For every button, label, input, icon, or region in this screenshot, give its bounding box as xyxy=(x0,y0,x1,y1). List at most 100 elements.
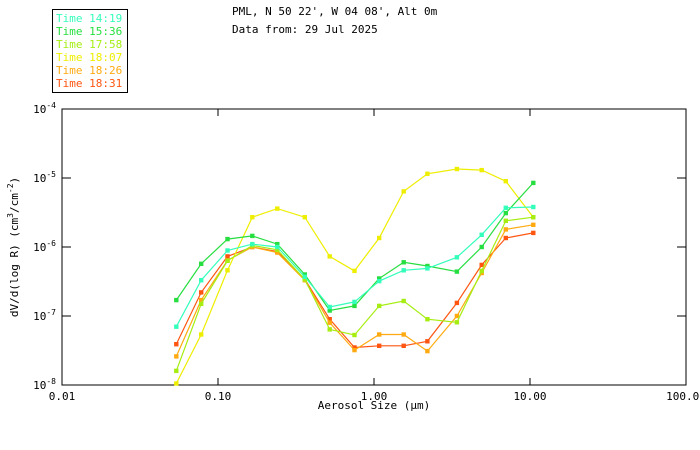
series-marker-time-14-19 xyxy=(302,274,307,279)
x-tick-label: 1.00 xyxy=(361,390,388,403)
series-marker-time-18-26 xyxy=(377,332,382,337)
series-marker-time-15-36 xyxy=(225,236,230,242)
series-marker-time-18-07 xyxy=(479,167,484,173)
series-marker-time-15-36 xyxy=(479,244,484,250)
series-marker-time-15-36 xyxy=(425,263,430,269)
series-marker-time-18-07 xyxy=(503,179,508,184)
y-tick-label: 10-7 xyxy=(33,308,56,323)
series-marker-time-18-26 xyxy=(199,297,204,303)
series-marker-time-15-36 xyxy=(401,260,406,265)
series-marker-time-18-31 xyxy=(531,230,536,236)
series-marker-time-15-36 xyxy=(503,210,508,216)
series-marker-time-14-19 xyxy=(225,248,230,253)
series-marker-time-17-58 xyxy=(531,215,536,220)
series-marker-time-18-07 xyxy=(327,254,332,259)
series-marker-time-15-36 xyxy=(352,303,357,309)
series-marker-time-15-36 xyxy=(327,308,332,313)
series-marker-time-18-26 xyxy=(327,320,332,325)
series-marker-time-17-58 xyxy=(377,303,382,309)
series-marker-time-14-19 xyxy=(250,241,255,247)
series-marker-time-18-07 xyxy=(225,268,230,273)
series-marker-time-18-26 xyxy=(503,227,508,232)
y-axis-label: dV/d(log R) (cm3/cm-2) xyxy=(6,177,21,317)
series-marker-time-15-36 xyxy=(199,261,204,266)
series-marker-time-17-58 xyxy=(327,327,332,332)
legend-item: Time 14:19 xyxy=(56,12,123,25)
page-title: PML, N 50 22', W 04 08', Alt 0m xyxy=(232,5,438,18)
y-tick-label: 10-5 xyxy=(33,170,56,185)
x-tick-label: 10.00 xyxy=(513,390,546,403)
x-tick-label: 0.10 xyxy=(205,390,232,403)
x-axis-label: Aerosol Size (μm) xyxy=(317,399,431,412)
series-marker-time-18-31 xyxy=(352,345,357,350)
series-marker-time-18-26 xyxy=(531,222,536,227)
series-marker-time-18-07 xyxy=(174,381,179,386)
y-tick-label: 10-8 xyxy=(33,377,56,392)
series-marker-time-14-19 xyxy=(377,278,382,284)
series-marker-time-14-19 xyxy=(454,255,460,260)
series-marker-time-18-07 xyxy=(302,215,307,220)
series-marker-time-18-31 xyxy=(377,343,382,348)
series-marker-time-18-07 xyxy=(425,171,430,176)
legend-item: Time 18:07 xyxy=(56,51,123,64)
x-tick-label: 100.00 xyxy=(666,390,700,403)
series-marker-time-18-31 xyxy=(199,290,204,295)
series-marker-time-17-58 xyxy=(503,218,508,223)
series-marker-time-18-07 xyxy=(377,235,382,241)
series-marker-time-15-36 xyxy=(377,276,382,281)
series-marker-time-14-19 xyxy=(425,266,430,271)
series-marker-time-18-07 xyxy=(454,166,460,172)
series-marker-time-15-36 xyxy=(454,269,460,274)
series-marker-time-18-07 xyxy=(401,189,406,194)
series-marker-time-18-26 xyxy=(454,313,460,319)
series-marker-time-18-07 xyxy=(352,268,357,274)
series-marker-time-17-58 xyxy=(302,277,307,282)
page-subtitle: Data from: 29 Jul 2025 xyxy=(232,23,378,36)
series-marker-time-14-19 xyxy=(327,304,332,310)
series-marker-time-18-31 xyxy=(327,317,332,322)
series-marker-time-18-31 xyxy=(225,254,230,259)
series-marker-time-14-19 xyxy=(503,205,508,210)
series-marker-time-18-07 xyxy=(275,206,280,211)
series-marker-time-17-58 xyxy=(479,268,484,274)
series-marker-time-14-19 xyxy=(199,278,204,283)
legend: Time 14:19 Time 15:36 Time 17:58 Time 18:07… xyxy=(52,9,128,93)
series-marker-time-17-58 xyxy=(401,298,406,304)
series-marker-time-14-19 xyxy=(401,268,406,273)
series-marker-time-18-31 xyxy=(401,343,406,348)
series-marker-time-15-36 xyxy=(302,272,307,277)
series-marker-time-18-07 xyxy=(250,215,255,220)
series-marker-time-17-58 xyxy=(199,301,204,306)
series-marker-time-15-36 xyxy=(531,180,536,186)
series-marker-time-17-58 xyxy=(425,317,430,322)
series-marker-time-15-36 xyxy=(250,233,255,239)
series-marker-time-14-19 xyxy=(479,232,484,237)
series-marker-time-18-31 xyxy=(454,300,460,306)
series-marker-time-17-58 xyxy=(454,320,460,325)
legend-item: Time 18:26 xyxy=(56,64,123,77)
series-marker-time-14-19 xyxy=(275,244,280,250)
series-marker-time-18-26 xyxy=(275,250,280,255)
y-tick-label: 10-4 xyxy=(33,101,56,116)
series-marker-time-17-58 xyxy=(275,247,280,252)
series-marker-time-18-31 xyxy=(479,262,484,268)
plot-frame xyxy=(61,108,687,386)
series-marker-time-14-19 xyxy=(174,324,179,329)
series-marker-time-17-58 xyxy=(352,332,357,338)
series-marker-time-15-36 xyxy=(174,297,179,303)
series-marker-time-18-26 xyxy=(174,354,179,359)
series-marker-time-18-26 xyxy=(352,347,357,353)
series-marker-time-17-58 xyxy=(174,368,179,374)
series-marker-time-18-31 xyxy=(425,339,430,344)
series-marker-time-15-36 xyxy=(275,241,280,247)
series-marker-time-18-31 xyxy=(174,342,179,347)
legend-item: Time 18:31 xyxy=(56,77,123,90)
x-tick-label: 0.01 xyxy=(49,390,76,403)
series-marker-time-18-07 xyxy=(199,332,204,337)
legend-item: Time 17:58 xyxy=(56,38,123,51)
legend-item: Time 15:36 xyxy=(56,25,123,38)
series-marker-time-14-19 xyxy=(352,299,357,305)
series-marker-time-14-19 xyxy=(531,204,536,210)
